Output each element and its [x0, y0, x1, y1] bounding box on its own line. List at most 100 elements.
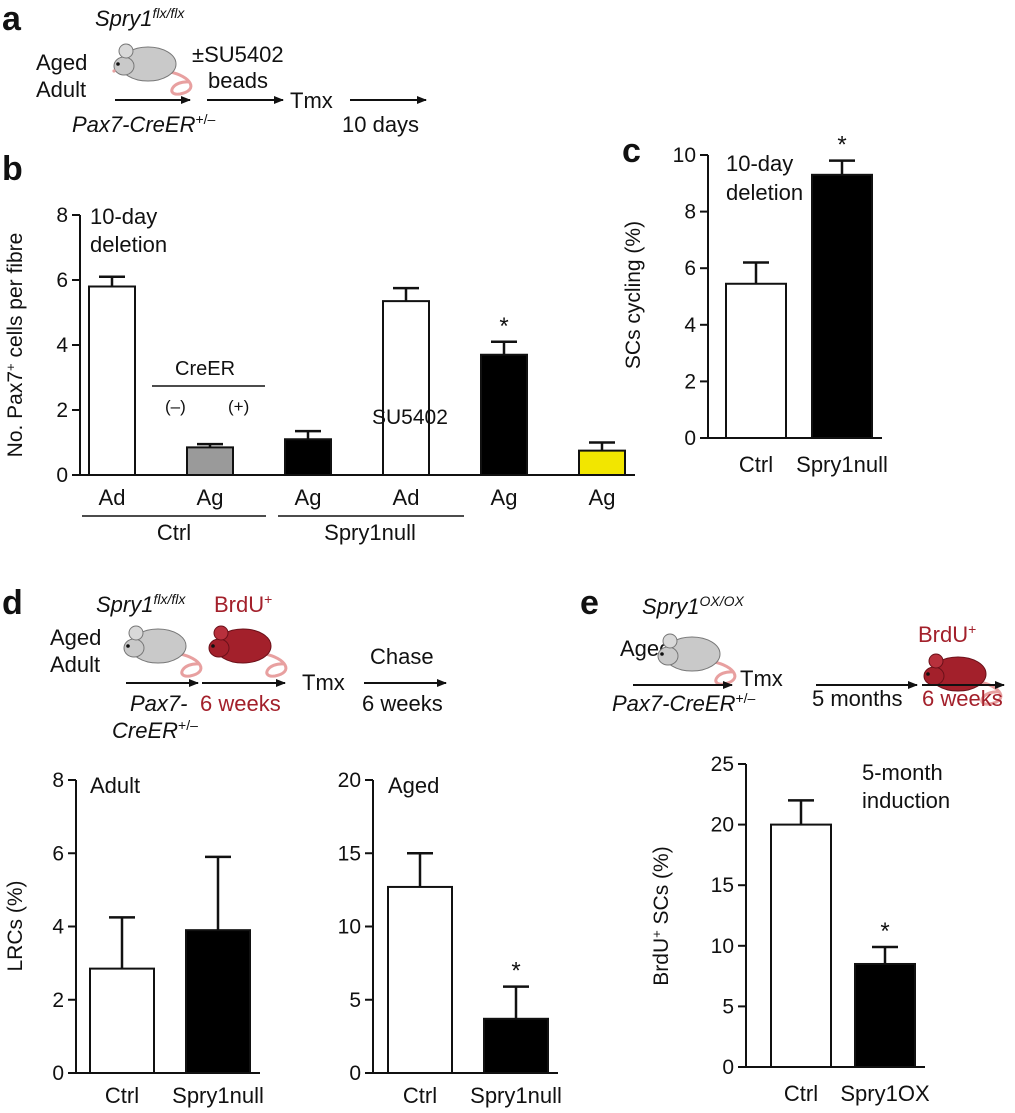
category-label: Ctrl — [739, 452, 773, 477]
y-tick-label: 8 — [56, 204, 68, 227]
panel-c: c 0 2 4 6 8 10 SCs cycling (%) Ctrl Spry1null * 1… — [622, 132, 888, 477]
category-label: Spry1null — [470, 1083, 562, 1108]
y-tick-label: 0 — [349, 1062, 361, 1085]
bar — [770, 823, 832, 1068]
creer-label: CreER — [175, 358, 235, 380]
bar — [382, 300, 430, 476]
y-tick-label: 6 — [684, 257, 696, 280]
y-tick-label: 5 — [349, 989, 361, 1012]
y-tick-label: 4 — [52, 916, 64, 939]
y-tick-label: 4 — [684, 314, 696, 337]
annotation-line-2: deletion — [726, 180, 803, 205]
y-tick-label: 8 — [52, 769, 64, 792]
panel-d: d Spry1flx/flx BrdU+ Aged Adult Tmx Chas… — [2, 584, 562, 1108]
group-label-null: Spry1null — [324, 520, 416, 545]
bar — [89, 967, 155, 1075]
chart-d-aged: 0 5 10 15 20 Aged Ctrl Spry1null * — [338, 769, 562, 1108]
category-label: Spry1null — [172, 1083, 264, 1108]
mouse-icon — [657, 633, 737, 686]
annotation-line-1: 5-month — [862, 760, 943, 785]
category-label: Ctrl — [784, 1081, 818, 1106]
annotation-line-1: 10-day — [90, 204, 157, 229]
chase-weeks-label: 6 weeks — [362, 691, 443, 716]
category-label: Ctrl — [403, 1083, 437, 1108]
bar — [387, 885, 453, 1074]
category-label: Ctrl — [105, 1083, 139, 1108]
group-label-ctrl: Ctrl — [157, 520, 191, 545]
bar — [578, 449, 626, 476]
genotype-label: Spry1OX/OX — [642, 593, 744, 619]
beads-label-1: ±SU5402 — [192, 42, 284, 67]
category-label: Spry1OX — [840, 1081, 930, 1106]
panel-a: a Spry1flx/flx Aged Adult ±SU5402 beads … — [2, 0, 427, 137]
chart-d-adult: 0 2 4 6 8 LRCs (%) Adult Ctrl Spry1null — [4, 769, 264, 1108]
y-tick-label: 4 — [56, 334, 68, 357]
y-tick-label: 15 — [338, 842, 361, 865]
chart-title: Adult — [90, 773, 140, 798]
y-tick-label: 2 — [56, 399, 68, 422]
brdu-label: BrdU+ — [214, 591, 272, 617]
significance-mark: * — [880, 918, 889, 945]
y-tick-label: 8 — [684, 201, 696, 224]
genotype-label: Spry1flx/flx — [96, 591, 186, 617]
age-adult-label: Adult — [36, 77, 86, 102]
age-aged-label: Aged — [36, 50, 87, 75]
panel-letter-b: b — [2, 150, 23, 188]
y-tick-label: 10 — [711, 935, 734, 958]
duration-label: 10 days — [342, 112, 419, 137]
tmx-label: Tmx — [740, 666, 783, 691]
brdu-mouse-icon — [208, 625, 288, 678]
y-tick-label: 6 — [56, 269, 68, 292]
chart-b: 0 2 4 6 8 No. Pax7+ cells per fibre Ad Ag Ag Ad Ag… — [3, 204, 635, 510]
panel-letter-e: e — [580, 584, 599, 622]
category-label: Ad — [99, 485, 126, 510]
bar — [480, 353, 528, 476]
months-label: 5 months — [812, 686, 903, 711]
panel-e: e Spry1OX/OX BrdU+ Aged Tmx Pax7-CreER+/… — [580, 584, 1005, 1106]
driver-label-1: Pax7- — [130, 691, 187, 716]
bar — [186, 446, 234, 476]
y-tick-label: 0 — [56, 464, 68, 487]
creer-minus-label: (–) — [165, 397, 186, 416]
bar — [725, 282, 787, 440]
bar — [88, 285, 136, 476]
bar — [284, 438, 332, 476]
panel-letter-d: d — [2, 584, 23, 622]
panel-b: b 0 2 4 6 8 No. Pax7+ cells per fibre Ad Ag Ag Ad… — [2, 150, 635, 545]
significance-mark: * — [499, 313, 508, 340]
driver-label: Pax7-CreER+/– — [612, 690, 756, 716]
mouse-icon — [123, 625, 203, 678]
annotation-line-2: induction — [862, 788, 950, 813]
su5402-label: SU5402 — [372, 406, 448, 429]
chart-c: 0 2 4 6 8 10 SCs cycling (%) Ctrl Spry1null * — [622, 132, 888, 477]
chart-title: Aged — [388, 773, 439, 798]
y-tick-label: 25 — [711, 753, 734, 776]
weeks-label: 6 weeks — [200, 691, 281, 716]
tmx-label: Tmx — [302, 670, 345, 695]
bar — [811, 173, 873, 439]
age-adult-label: Adult — [50, 652, 100, 677]
y-tick-label: 10 — [338, 916, 361, 939]
y-tick-label: 2 — [52, 989, 64, 1012]
category-label: Ag — [589, 485, 616, 510]
significance-mark: * — [511, 958, 520, 985]
category-label: Ag — [197, 485, 224, 510]
category-label: Ag — [295, 485, 322, 510]
weeks-label: 6 weeks — [922, 686, 1003, 711]
y-tick-label: 10 — [673, 144, 696, 167]
chase-label: Chase — [370, 644, 434, 669]
panel-letter-a: a — [2, 0, 22, 38]
y-tick-label: 0 — [52, 1062, 64, 1085]
brdu-mouse-icon — [923, 653, 1003, 706]
y-axis-label: LRCs (%) — [4, 880, 27, 971]
category-label: Ag — [491, 485, 518, 510]
y-tick-label: 20 — [338, 769, 361, 792]
bar — [483, 1017, 549, 1074]
brdu-label: BrdU+ — [918, 621, 976, 647]
significance-mark: * — [837, 132, 846, 159]
tmx-label: Tmx — [290, 88, 333, 113]
chart-e: 0 5 10 15 20 25 BrdU+ SCs (%) Ctrl Spry1OX * — [649, 753, 930, 1106]
panel-letter-c: c — [622, 132, 641, 170]
age-aged-label: Aged — [50, 625, 101, 650]
